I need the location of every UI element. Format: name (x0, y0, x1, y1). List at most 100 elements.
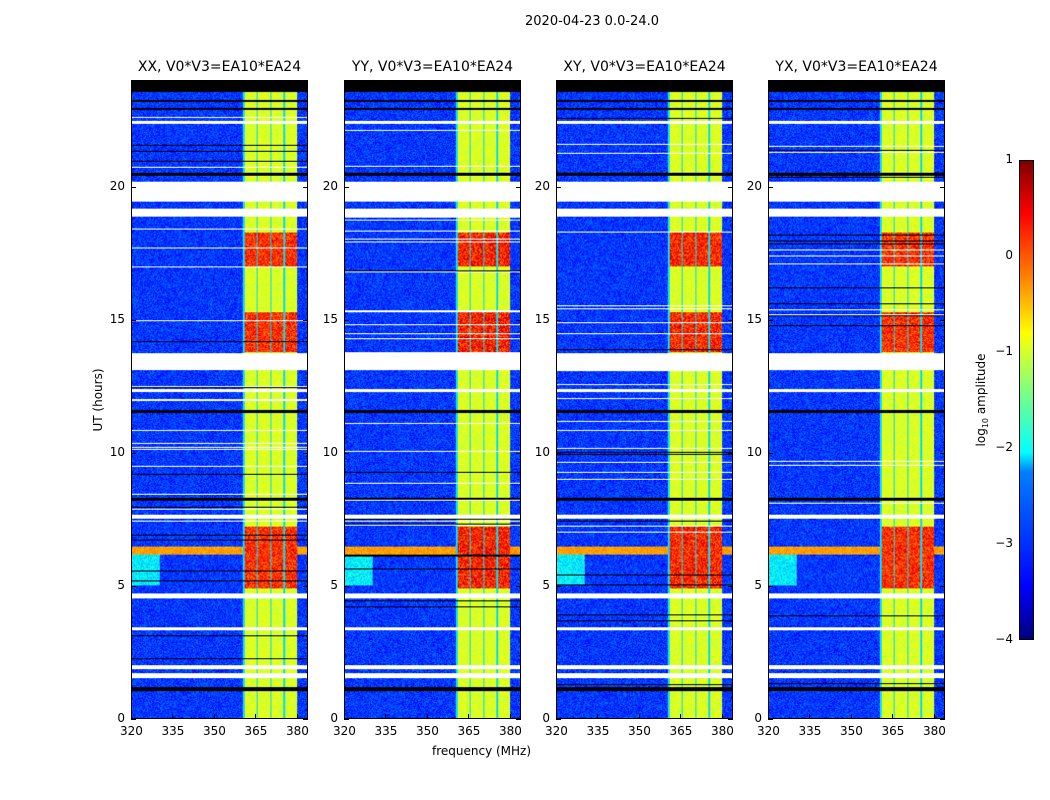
y-tick-label: 15 (534, 311, 550, 326)
colorbar-tick-label: −2 (995, 440, 1013, 454)
y-tick (728, 186, 733, 188)
x-tick (721, 714, 723, 719)
y-tick (556, 186, 561, 188)
x-tick-label: 350 (202, 724, 226, 738)
x-tick (850, 714, 852, 719)
y-tick (516, 186, 521, 188)
x-tick (344, 714, 345, 719)
y-tick-label: 0 (117, 711, 125, 725)
x-tick (892, 714, 894, 719)
y-tick (768, 319, 773, 321)
y-tick (303, 585, 308, 587)
y-tick-label: 10 (109, 444, 125, 459)
heatmap-panel (768, 80, 945, 719)
y-tick (940, 719, 945, 720)
y-tick-label: 15 (746, 311, 762, 326)
x-tick-label: 380 (922, 724, 946, 738)
x-tick-label: 320 (333, 724, 356, 738)
y-tick-label: 20 (534, 178, 550, 193)
figure-title: 2020-04-23 0.0-24.0 (525, 14, 659, 29)
x-tick (426, 714, 428, 719)
y-tick (728, 719, 733, 720)
y-tick-label: 10 (322, 444, 338, 459)
y-tick (131, 585, 136, 587)
x-tick (933, 714, 935, 719)
y-tick-label: 5 (330, 577, 338, 592)
x-tick (556, 714, 557, 719)
x-tick (809, 714, 811, 719)
x-tick (213, 714, 215, 719)
colorbar (1019, 160, 1034, 640)
y-tick (556, 452, 561, 454)
y-tick (303, 319, 308, 321)
heatmap-panel (556, 80, 733, 719)
y-tick (303, 719, 308, 720)
y-tick (768, 585, 773, 587)
y-tick (344, 186, 349, 188)
x-tick (172, 714, 174, 719)
x-tick-label: 335 (161, 724, 185, 738)
x-tick (296, 714, 298, 719)
heatmap-panel (344, 80, 521, 719)
y-tick-label: 0 (330, 711, 338, 725)
panel-title: XX, V0*V3=EA10*EA24 (137, 59, 302, 75)
x-tick-label: 365 (244, 724, 268, 738)
y-tick (344, 585, 349, 587)
x-tick (255, 714, 257, 719)
x-tick (597, 714, 599, 719)
y-tick-label: 10 (534, 444, 550, 459)
y-tick-label: 5 (754, 577, 762, 592)
y-axis-label: UT (hours) (91, 368, 105, 432)
y-tick (768, 719, 773, 720)
y-tick (131, 186, 136, 188)
y-tick (768, 186, 773, 188)
x-tick-label: 335 (374, 724, 398, 738)
y-tick-label: 20 (746, 178, 762, 193)
y-tick (516, 452, 521, 454)
x-tick-label: 380 (710, 724, 734, 738)
y-tick-label: 5 (542, 577, 550, 592)
x-tick-label: 350 (627, 724, 651, 738)
colorbar-tick-label: 0 (1005, 248, 1013, 262)
x-tick-label: 350 (839, 724, 863, 738)
y-tick (516, 719, 521, 720)
x-tick (509, 714, 511, 719)
x-axis-label: frequency (MHz) (432, 744, 532, 758)
y-tick (516, 585, 521, 587)
y-tick (516, 319, 521, 321)
heatmap-image (557, 81, 732, 718)
y-tick (556, 585, 561, 587)
y-tick-label: 0 (754, 711, 762, 725)
x-tick (385, 714, 387, 719)
y-tick (344, 719, 349, 720)
y-tick (131, 319, 136, 321)
y-tick (303, 452, 308, 454)
panel-title: XY, V0*V3=EA10*EA24 (563, 59, 726, 75)
colorbar-tick-label: −3 (995, 536, 1013, 550)
y-tick-label: 15 (109, 311, 125, 326)
colorbar-tick-label: −4 (995, 632, 1013, 646)
y-tick (556, 719, 561, 720)
x-tick-label: 365 (881, 724, 905, 738)
y-tick (728, 452, 733, 454)
x-tick-label: 320 (120, 724, 143, 738)
y-tick (344, 452, 349, 454)
y-tick (303, 186, 308, 188)
heatmap-image (345, 81, 520, 718)
y-tick-label: 0 (542, 711, 550, 725)
heatmap-panel (131, 80, 308, 719)
x-tick-label: 320 (757, 724, 780, 738)
y-tick-label: 20 (322, 178, 338, 193)
x-tick (468, 714, 470, 719)
panel-title: YX, V0*V3=EA10*EA24 (775, 59, 938, 75)
x-tick (638, 714, 640, 719)
x-tick-label: 335 (798, 724, 822, 738)
y-tick (131, 452, 136, 454)
y-tick (344, 319, 349, 321)
x-tick-label: 380 (498, 724, 522, 738)
x-tick-label: 380 (285, 724, 309, 738)
y-tick-label: 20 (109, 178, 125, 193)
x-tick (680, 714, 682, 719)
colorbar-tick-label: 1 (1005, 152, 1013, 166)
